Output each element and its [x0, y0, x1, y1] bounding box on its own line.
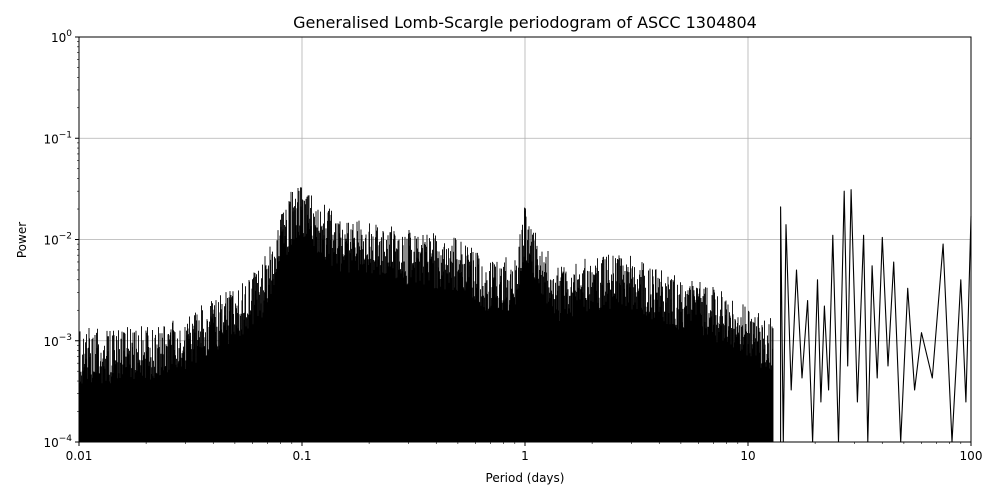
x-tick-label: 100: [960, 449, 983, 463]
chart-title: Generalised Lomb-Scargle periodogram of …: [293, 13, 757, 32]
y-tick-label: 100: [51, 29, 72, 45]
x-tick-label: 0.01: [66, 449, 93, 463]
y-tick-label: 10−2: [43, 232, 72, 248]
x-tick-label: 1: [521, 449, 529, 463]
x-axis-ticks: 0.01 0.1 1 10 100: [66, 442, 983, 463]
y-tick-label: 10−3: [43, 333, 72, 349]
periodogram-long-period-series: [780, 189, 972, 443]
x-tick-label: 0.1: [292, 449, 311, 463]
x-axis-label: Period (days): [486, 471, 565, 485]
y-tick-label: 10−1: [43, 130, 72, 146]
periodogram-dense-series: [78, 187, 774, 442]
y-axis-ticks: 10−4 10−3 10−2 10−1 100: [43, 29, 79, 450]
y-tick-label: 10−4: [43, 434, 72, 450]
x-tick-label: 10: [740, 449, 755, 463]
plot-area: [78, 187, 972, 443]
y-axis-label: Power: [15, 222, 29, 258]
